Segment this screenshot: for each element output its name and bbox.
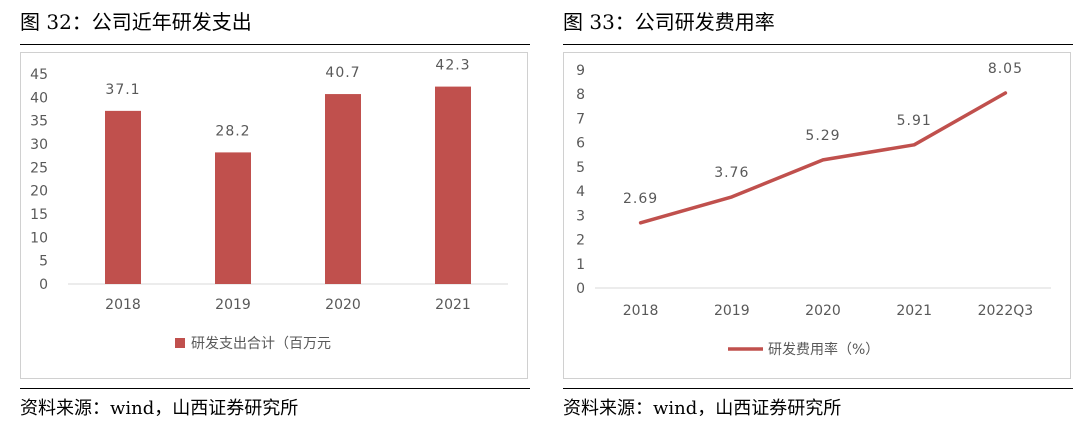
right-chart-title: 图 33：公司研发费用率	[563, 10, 775, 34]
bar	[435, 86, 471, 284]
y-tick-label: 40	[30, 90, 48, 106]
y-tick-label: 3	[576, 208, 585, 224]
x-tick-label: 2021	[435, 297, 471, 313]
y-tick-label: 4	[576, 184, 585, 200]
left-source-note: 资料来源：wind，山西证券研究所	[20, 398, 299, 419]
right-chart-frame	[563, 52, 1071, 379]
bar-value-label: 28.2	[215, 123, 250, 139]
y-tick-label: 0	[576, 281, 585, 297]
y-tick-label: 6	[576, 136, 585, 152]
y-tick-label: 0	[39, 277, 48, 293]
x-tick-label: 2021	[896, 303, 932, 319]
legend-label: 研发支出合计（百万元	[191, 336, 331, 352]
data-point	[821, 158, 825, 162]
left-title-rule	[20, 44, 530, 45]
data-point	[912, 143, 916, 147]
data-point	[1003, 91, 1007, 95]
x-tick-label: 2018	[623, 303, 659, 319]
left-panel: 图 32：公司近年研发支出 0 5 10 15 20 25 30 35 40 45 37.1 2018…	[20, 0, 530, 428]
y-tick-label: 1	[576, 257, 585, 273]
point-value-label: 2.69	[623, 191, 658, 207]
bar-value-label: 40.7	[325, 65, 360, 81]
left-chart-title: 图 32：公司近年研发支出	[20, 10, 252, 34]
x-tick-label: 2020	[325, 297, 361, 313]
data-point	[639, 221, 643, 225]
point-value-label: 5.29	[805, 128, 840, 144]
y-tick-label: 35	[30, 114, 48, 130]
x-tick-label: 2019	[714, 303, 750, 319]
legend-label: 研发费用率（%）	[768, 341, 879, 358]
y-tick-label: 20	[30, 184, 48, 200]
left-source-rule	[20, 388, 530, 389]
right-source-note: 资料来源：wind，山西证券研究所	[563, 398, 842, 419]
bar-value-label: 37.1	[105, 82, 140, 98]
point-value-label: 3.76	[714, 165, 749, 181]
y-tick-label: 5	[39, 254, 48, 270]
y-tick-label: 9	[576, 63, 585, 79]
series-line	[638, 91, 1008, 225]
y-tick-label: 45	[30, 67, 48, 83]
x-tick-label: 2020	[805, 303, 841, 319]
y-tick-label: 15	[30, 207, 48, 223]
rd-expense-bar-chart: 0 5 10 15 20 25 30 35 40 45 37.1 2018 28.2 2019 40.7 20…	[30, 58, 508, 352]
y-tick-label: 10	[30, 230, 48, 246]
legend-swatch	[175, 338, 185, 348]
x-tick-label: 2019	[215, 297, 251, 313]
data-point	[730, 195, 734, 199]
point-value-label: 5.91	[897, 113, 932, 129]
y-tick-label: 25	[30, 160, 48, 176]
point-value-label: 8.05	[988, 61, 1023, 77]
y-tick-label: 7	[576, 111, 585, 127]
x-tick-label: 2018	[105, 297, 141, 313]
right-source-rule	[563, 388, 1073, 389]
y-tick-label: 2	[576, 233, 585, 249]
right-title-rule	[563, 44, 1073, 45]
x-tick-label: 2022Q3	[978, 303, 1034, 319]
y-tick-label: 8	[576, 87, 585, 103]
right-panel: 图 33：公司研发费用率 0 1 2 3 4 5 6 7 8 9 2.69 2018 3.76 2019 5…	[563, 0, 1073, 428]
bar	[325, 94, 361, 284]
bar	[215, 152, 251, 284]
y-tick-label: 30	[30, 137, 48, 153]
bar-value-label: 42.3	[435, 58, 470, 74]
left-chart-frame	[20, 52, 528, 379]
bar	[105, 110, 141, 284]
rd-ratio-line-chart: 0 1 2 3 4 5 6 7 8 9 2.69 2018 3.76 2019 5.29 2020 5.91 20…	[576, 61, 1051, 358]
y-tick-label: 5	[576, 160, 585, 176]
